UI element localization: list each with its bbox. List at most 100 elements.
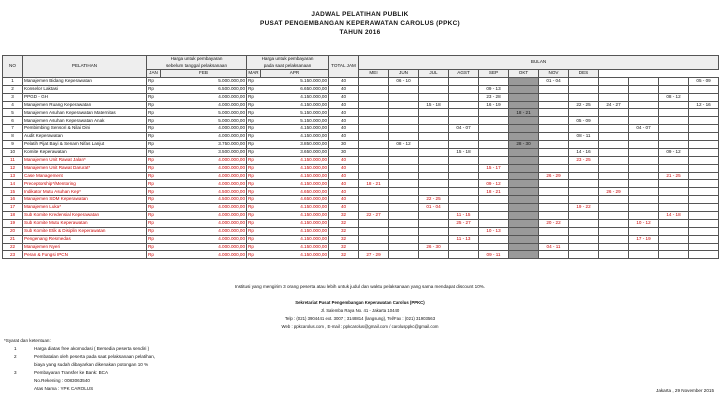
price-before: 4.000.000,00 [160, 242, 248, 252]
empty-cell [448, 155, 480, 165]
currency: Rp [146, 140, 161, 149]
empty-cell [568, 163, 600, 173]
hours: 40 [328, 155, 360, 165]
row: 16 Manajemen SDM Keperawatan Rp 4.500.000,0… [2, 195, 720, 205]
empty-cell [358, 163, 390, 173]
schedule-date: 18 - 21 [508, 108, 540, 118]
currency: Rp [246, 234, 261, 244]
empty-cell [388, 250, 420, 260]
empty-cell [508, 187, 540, 197]
empty-cell [628, 242, 660, 252]
month-header: JUN [388, 69, 420, 78]
currency: Rp [146, 108, 161, 118]
price-before: 4.500.000,00 [160, 195, 248, 205]
empty-cell [538, 116, 570, 126]
hours: 40 [328, 171, 360, 181]
currency: Rp [146, 76, 161, 86]
empty-cell [568, 179, 600, 189]
empty-cell [628, 179, 660, 189]
empty-cell [568, 195, 600, 205]
schedule-date: 27 - 29 [358, 250, 390, 260]
schedule-table: NO PELATIHAN Harga untuk pembayaran sebel… [2, 55, 720, 260]
currency: Rp [246, 203, 261, 213]
empty-cell [358, 100, 390, 110]
empty-cell [418, 132, 450, 142]
row: 13 Case Management Rp 4.000.000,00 Rp 4.150.0… [2, 171, 720, 181]
schedule-date: 22 - 25 [418, 195, 450, 205]
term-number: 1 [14, 346, 17, 351]
price-during: 4.650.000,00 [260, 195, 330, 205]
empty-cell [388, 92, 420, 102]
empty-cell [538, 84, 570, 94]
note: pada saat pelaksanaan [263, 62, 312, 68]
empty-cell [358, 147, 390, 157]
training-name: Manajemen Asuhan Keperawatan Maternitas [22, 108, 147, 118]
row: 21 Pengenang Resmedas Rp 4.000.000,00 Rp 4.15… [2, 234, 720, 244]
header-no: NO [2, 55, 23, 78]
hours: 40 [328, 100, 360, 110]
currency: Rp [246, 179, 261, 189]
training-name: Indikator Mutu Asuhan Kep* [22, 187, 147, 197]
price-during: 5.150.000,00 [260, 76, 330, 86]
no: 14 [2, 179, 23, 189]
empty-cell [568, 234, 600, 244]
empty-cell [628, 92, 660, 102]
empty-cell [478, 132, 510, 142]
price-before: 4.000.000,00 [160, 218, 248, 228]
price-during: 4.150.000,00 [260, 211, 330, 220]
empty-cell [418, 116, 450, 126]
price-before: 4.000.000,00 [160, 92, 248, 102]
currency: Rp [146, 179, 161, 189]
schedule-date: 26 - 29 [598, 187, 630, 197]
price-before: 3.500.000,00 [160, 147, 248, 157]
term-line: Pembayaran Transfer ke Bank: BCA [34, 370, 109, 375]
price-during: 4.150.000,00 [260, 218, 330, 228]
currency: Rp [246, 140, 261, 149]
empty-cell [508, 203, 540, 213]
schedule-date: 01 - 04 [538, 76, 570, 86]
empty-cell [538, 211, 570, 220]
empty-cell [388, 108, 420, 118]
price-before: 4.000.000,00 [160, 234, 248, 244]
schedule-date: 08 - 12 [658, 92, 690, 102]
empty-cell [388, 155, 420, 165]
currency: Rp [146, 187, 161, 197]
empty-cell [598, 108, 630, 118]
title: JADWAL PELATIHAN PUBLIK [311, 11, 409, 18]
currency: Rp [246, 218, 261, 228]
no: 4 [2, 100, 23, 110]
empty-cell [448, 108, 480, 118]
empty-cell [358, 124, 390, 134]
empty-cell [568, 242, 600, 252]
empty-cell [448, 163, 480, 173]
empty-cell [538, 92, 570, 102]
empty-cell [658, 155, 690, 165]
price-before: 4.000.000,00 [160, 203, 248, 213]
no: 3 [2, 92, 23, 102]
empty-cell [418, 108, 450, 118]
training-name: PPGD - GH [22, 92, 147, 102]
currency: Rp [146, 155, 161, 165]
empty-cell [568, 226, 600, 236]
row: 22 Manajemen Nyeri Rp 4.000.000,00 Rp 4.150.0… [2, 242, 720, 252]
hours: 40 [328, 187, 360, 197]
currency: Rp [146, 203, 161, 213]
hours: 40 [328, 84, 360, 94]
empty-cell [508, 124, 540, 134]
empty-cell [658, 234, 690, 244]
empty-cell [628, 76, 660, 86]
row: 5 Manajemen Asuhan Keperawatan Maternitas… [2, 108, 720, 118]
currency: Rp [246, 147, 261, 157]
empty-cell [388, 124, 420, 134]
empty-cell [388, 187, 420, 197]
empty-cell [688, 116, 720, 126]
price-during: 4.150.000,00 [260, 132, 330, 142]
row: 4 Manajemen Ruang Keperawatan Rp 4.000.000,… [2, 100, 720, 110]
empty-cell [538, 203, 570, 213]
schedule-date: 18 - 21 [358, 179, 390, 189]
empty-cell [628, 116, 660, 126]
schedule-date: 21 - 25 [658, 171, 690, 181]
empty-cell [688, 179, 720, 189]
month-header: JAN [146, 69, 161, 78]
row: 18 Sub Komite Kredensial Keperawatan Rp 4.0… [2, 211, 720, 220]
